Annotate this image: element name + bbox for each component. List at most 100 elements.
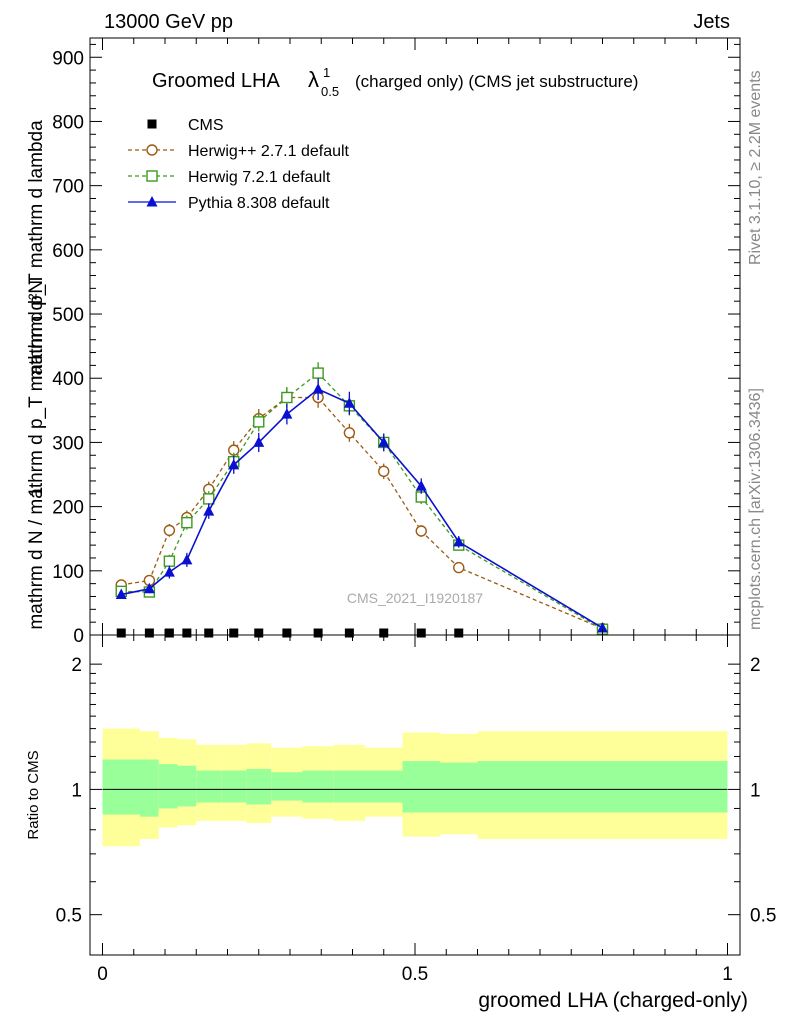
data-point (115, 588, 127, 600)
data-point (204, 628, 214, 638)
y-tick-label: 300 (52, 433, 84, 454)
ratio-band-inner (302, 770, 334, 803)
analysis-watermark: CMS_2021_I1920187 (347, 590, 483, 606)
data-point (597, 621, 608, 633)
legend-label-pythia: Pythia 8.308 default (188, 195, 330, 212)
y-tick-label: 700 (52, 177, 84, 198)
data-point (163, 555, 176, 567)
data-point (164, 628, 174, 638)
data-point (281, 391, 293, 404)
data-point (181, 553, 193, 565)
title-superscript: 1 (323, 65, 330, 80)
x-tick-label: 0.5 (402, 964, 428, 985)
y-tick-label: 200 (52, 498, 84, 519)
legend-entry-pythia: Pythia 8.308 default (128, 195, 330, 212)
data-point (116, 628, 126, 638)
data-point (182, 628, 192, 638)
data-point (229, 628, 239, 638)
ratio-band-inner (365, 770, 403, 803)
legend-marker-herwig7 (128, 170, 176, 182)
legend-entry-herwig-pp: Herwig++ 2.7.1 default (128, 143, 350, 160)
legend: CMS Herwig++ 2.7.1 default Herwig 7.2.1 … (128, 117, 350, 212)
ratio-y-tick-label: 1 (71, 780, 82, 801)
ratio-y-tick-label: 2 (71, 655, 82, 676)
series-line (121, 388, 603, 629)
header-energy: 13000 GeV pp (104, 11, 233, 33)
ratio-band-inner (177, 765, 197, 807)
data-point (378, 465, 390, 478)
main-y-axis-label: mathrm d²N 1 mathrm d N / mathrm d p_T m… (26, 120, 47, 630)
data-point (378, 436, 390, 447)
data-point (313, 628, 323, 638)
ylabel-numerator: 1 (26, 487, 47, 498)
y-tick-label: 600 (52, 241, 84, 262)
data-point (312, 383, 324, 394)
legend-label-herwig-pp: Herwig++ 2.7.1 default (188, 143, 350, 160)
title-main: Groomed LHA (152, 70, 280, 92)
data-point (415, 525, 427, 537)
legend-symbol (147, 119, 157, 129)
header-jets: Jets (693, 11, 730, 33)
data-point (203, 493, 215, 505)
ylabel-denominator: mathrm d N / mathrm d p_T mathrm d p_T m… (26, 120, 47, 630)
ratio-y-axis-label: Ratio to CMS (25, 750, 42, 839)
ratio-bands (102, 728, 728, 847)
data-point (281, 408, 293, 419)
ratio-band-inner (221, 770, 247, 803)
data-point (416, 628, 426, 638)
ratio-band-inner (158, 764, 178, 809)
legend-entry-cms: CMS (147, 117, 224, 134)
legend-marker-pythia (128, 196, 176, 207)
data-point (282, 628, 292, 638)
main-panel: 0 100 200 300 400 500 600 700 800 900 (52, 37, 741, 647)
y-tick-label: 500 (52, 305, 84, 326)
legend-symbol (146, 170, 158, 182)
data-point (203, 505, 215, 516)
data-point (163, 566, 175, 577)
x-tick-label: 1 (722, 964, 733, 985)
series-line (121, 372, 603, 630)
data-point (228, 458, 240, 470)
title-rest: (charged only) (CMS jet substructure) (355, 72, 638, 91)
x-tick-label: 0 (97, 964, 108, 985)
data-point (312, 367, 324, 379)
data-point (181, 516, 193, 529)
ratio-band-inner (102, 759, 140, 815)
main-axes: 0 100 200 300 400 500 600 700 800 900 (52, 37, 741, 647)
y-tick-label: 900 (52, 48, 84, 69)
data-point (343, 397, 355, 408)
ratio-band-inner (246, 768, 272, 805)
legend-entry-herwig7: Herwig 7.2.1 default (128, 169, 331, 186)
ratio-band-inner (333, 770, 365, 803)
data-point (343, 427, 356, 439)
y-tick-label: 100 (52, 562, 84, 583)
data-point (144, 628, 154, 638)
data-point (453, 535, 465, 547)
series-3 (115, 378, 608, 633)
ratio-y-tick-label-right: 2 (750, 655, 761, 676)
ratio-panel: 0 0.5 1 0.5 0.5 1 1 2 2 (56, 634, 776, 985)
data-point (453, 561, 465, 574)
ratio-band-inner (196, 770, 222, 803)
x-axis-label: groomed LHA (charged-only) (478, 989, 748, 1012)
data-point (253, 416, 265, 428)
mcplots-label: mcplots.cern.ch [arXiv:1306.3436] (747, 388, 764, 630)
y-tick-label: 0 (73, 626, 84, 647)
legend-symbol (146, 144, 158, 156)
data-point (163, 524, 176, 537)
rivet-label: Rivet 3.1.10, ≥ 2.2M events (747, 70, 764, 265)
ylabel-rhs: mathrm d²N (26, 280, 47, 380)
ratio-y-tick-label-right: 0.5 (750, 906, 776, 927)
data-point (454, 628, 464, 638)
ratio-band-inner (402, 761, 440, 813)
data-point (253, 436, 265, 447)
legend-marker-cms (147, 119, 157, 129)
y-tick-label: 400 (52, 369, 84, 390)
ratio-y-tick-label: 0.5 (56, 906, 82, 927)
title-subscript: 0.5 (321, 84, 339, 99)
data-point (143, 582, 155, 594)
legend-label-cms: CMS (188, 117, 224, 134)
data-point (415, 480, 427, 491)
legend-marker-herwig-pp (128, 144, 176, 156)
